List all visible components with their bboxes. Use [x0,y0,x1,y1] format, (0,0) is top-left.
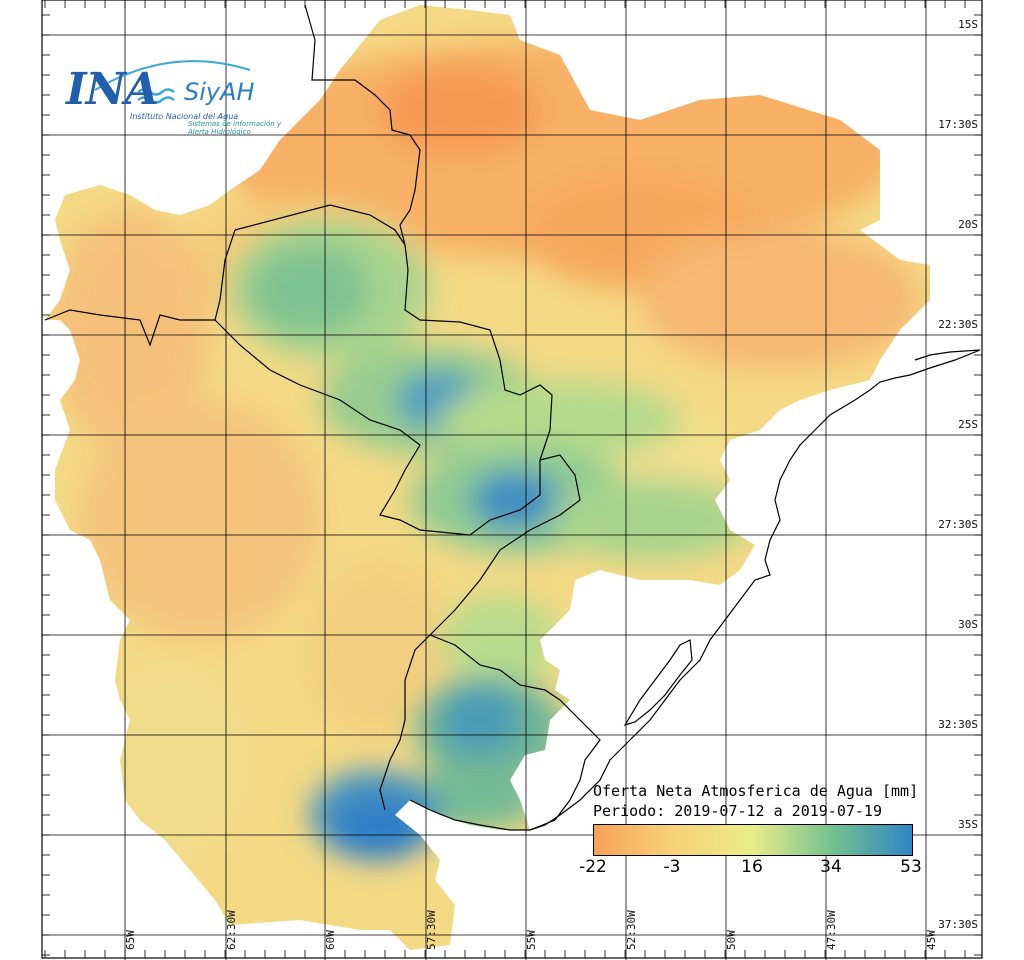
lon-label: 47:30W [825,910,838,950]
lat-label: 22:30S [938,318,978,331]
lat-label: 32:30S [938,718,978,731]
lon-label: 50W [725,930,738,950]
colorbar-tick: 53 [900,857,922,877]
colorbar [593,824,913,856]
lon-label: 60W [324,930,337,950]
lon-label: 45W [925,930,938,950]
logo-product: SiyAH [184,78,255,106]
colorbar-tick: -3 [663,857,681,877]
ina-siyah-logo: INA SiyAH Instituto Nacional del Agua Si… [60,50,290,145]
logo-institute: Instituto Nacional del Agua [130,112,239,121]
lon-label: 65W [124,930,137,950]
lat-label: 20S [958,218,978,231]
logo-arc-icon [94,60,251,104]
axis-ticks [42,0,982,958]
lat-label: 27:30S [938,518,978,531]
colorbar-tick: -22 [579,857,607,877]
graticule [42,0,982,960]
latitude-labels: 15S 17:30S 20S 22:30S 25S 27:30S 30S 32:… [938,18,978,931]
logo-system: Sistemas de información y Alerta Hidroló… [188,120,282,136]
lon-label: 62:30W [225,910,238,950]
lat-label: 25S [958,418,978,431]
lat-label: 15S [958,18,978,31]
legend-title: Oferta Neta Atmosferica de Agua [mm] [593,782,919,800]
country-borders [44,4,981,831]
legend: Oferta Neta Atmosferica de Agua [mm] Per… [579,782,930,880]
legend-period: Periodo: 2019-07-12 a 2019-07-19 [593,802,882,820]
lat-label: 30S [958,618,978,631]
lat-label: 37:30S [938,918,978,931]
longitude-labels: 65W 62:30W 60W 57:30W 55W 52:30W 50W 47:… [124,910,938,950]
colorbar-tick: 34 [820,857,842,877]
map-frame [41,0,983,959]
lon-label: 52:30W [625,910,638,950]
lon-label: 55W [525,930,538,950]
lat-label: 17:30S [938,118,978,131]
logo-brand: INA [66,64,159,115]
lon-label: 57:30W [425,910,438,950]
lat-label: 35S [958,818,978,831]
colorbar-tick: 16 [741,857,763,877]
